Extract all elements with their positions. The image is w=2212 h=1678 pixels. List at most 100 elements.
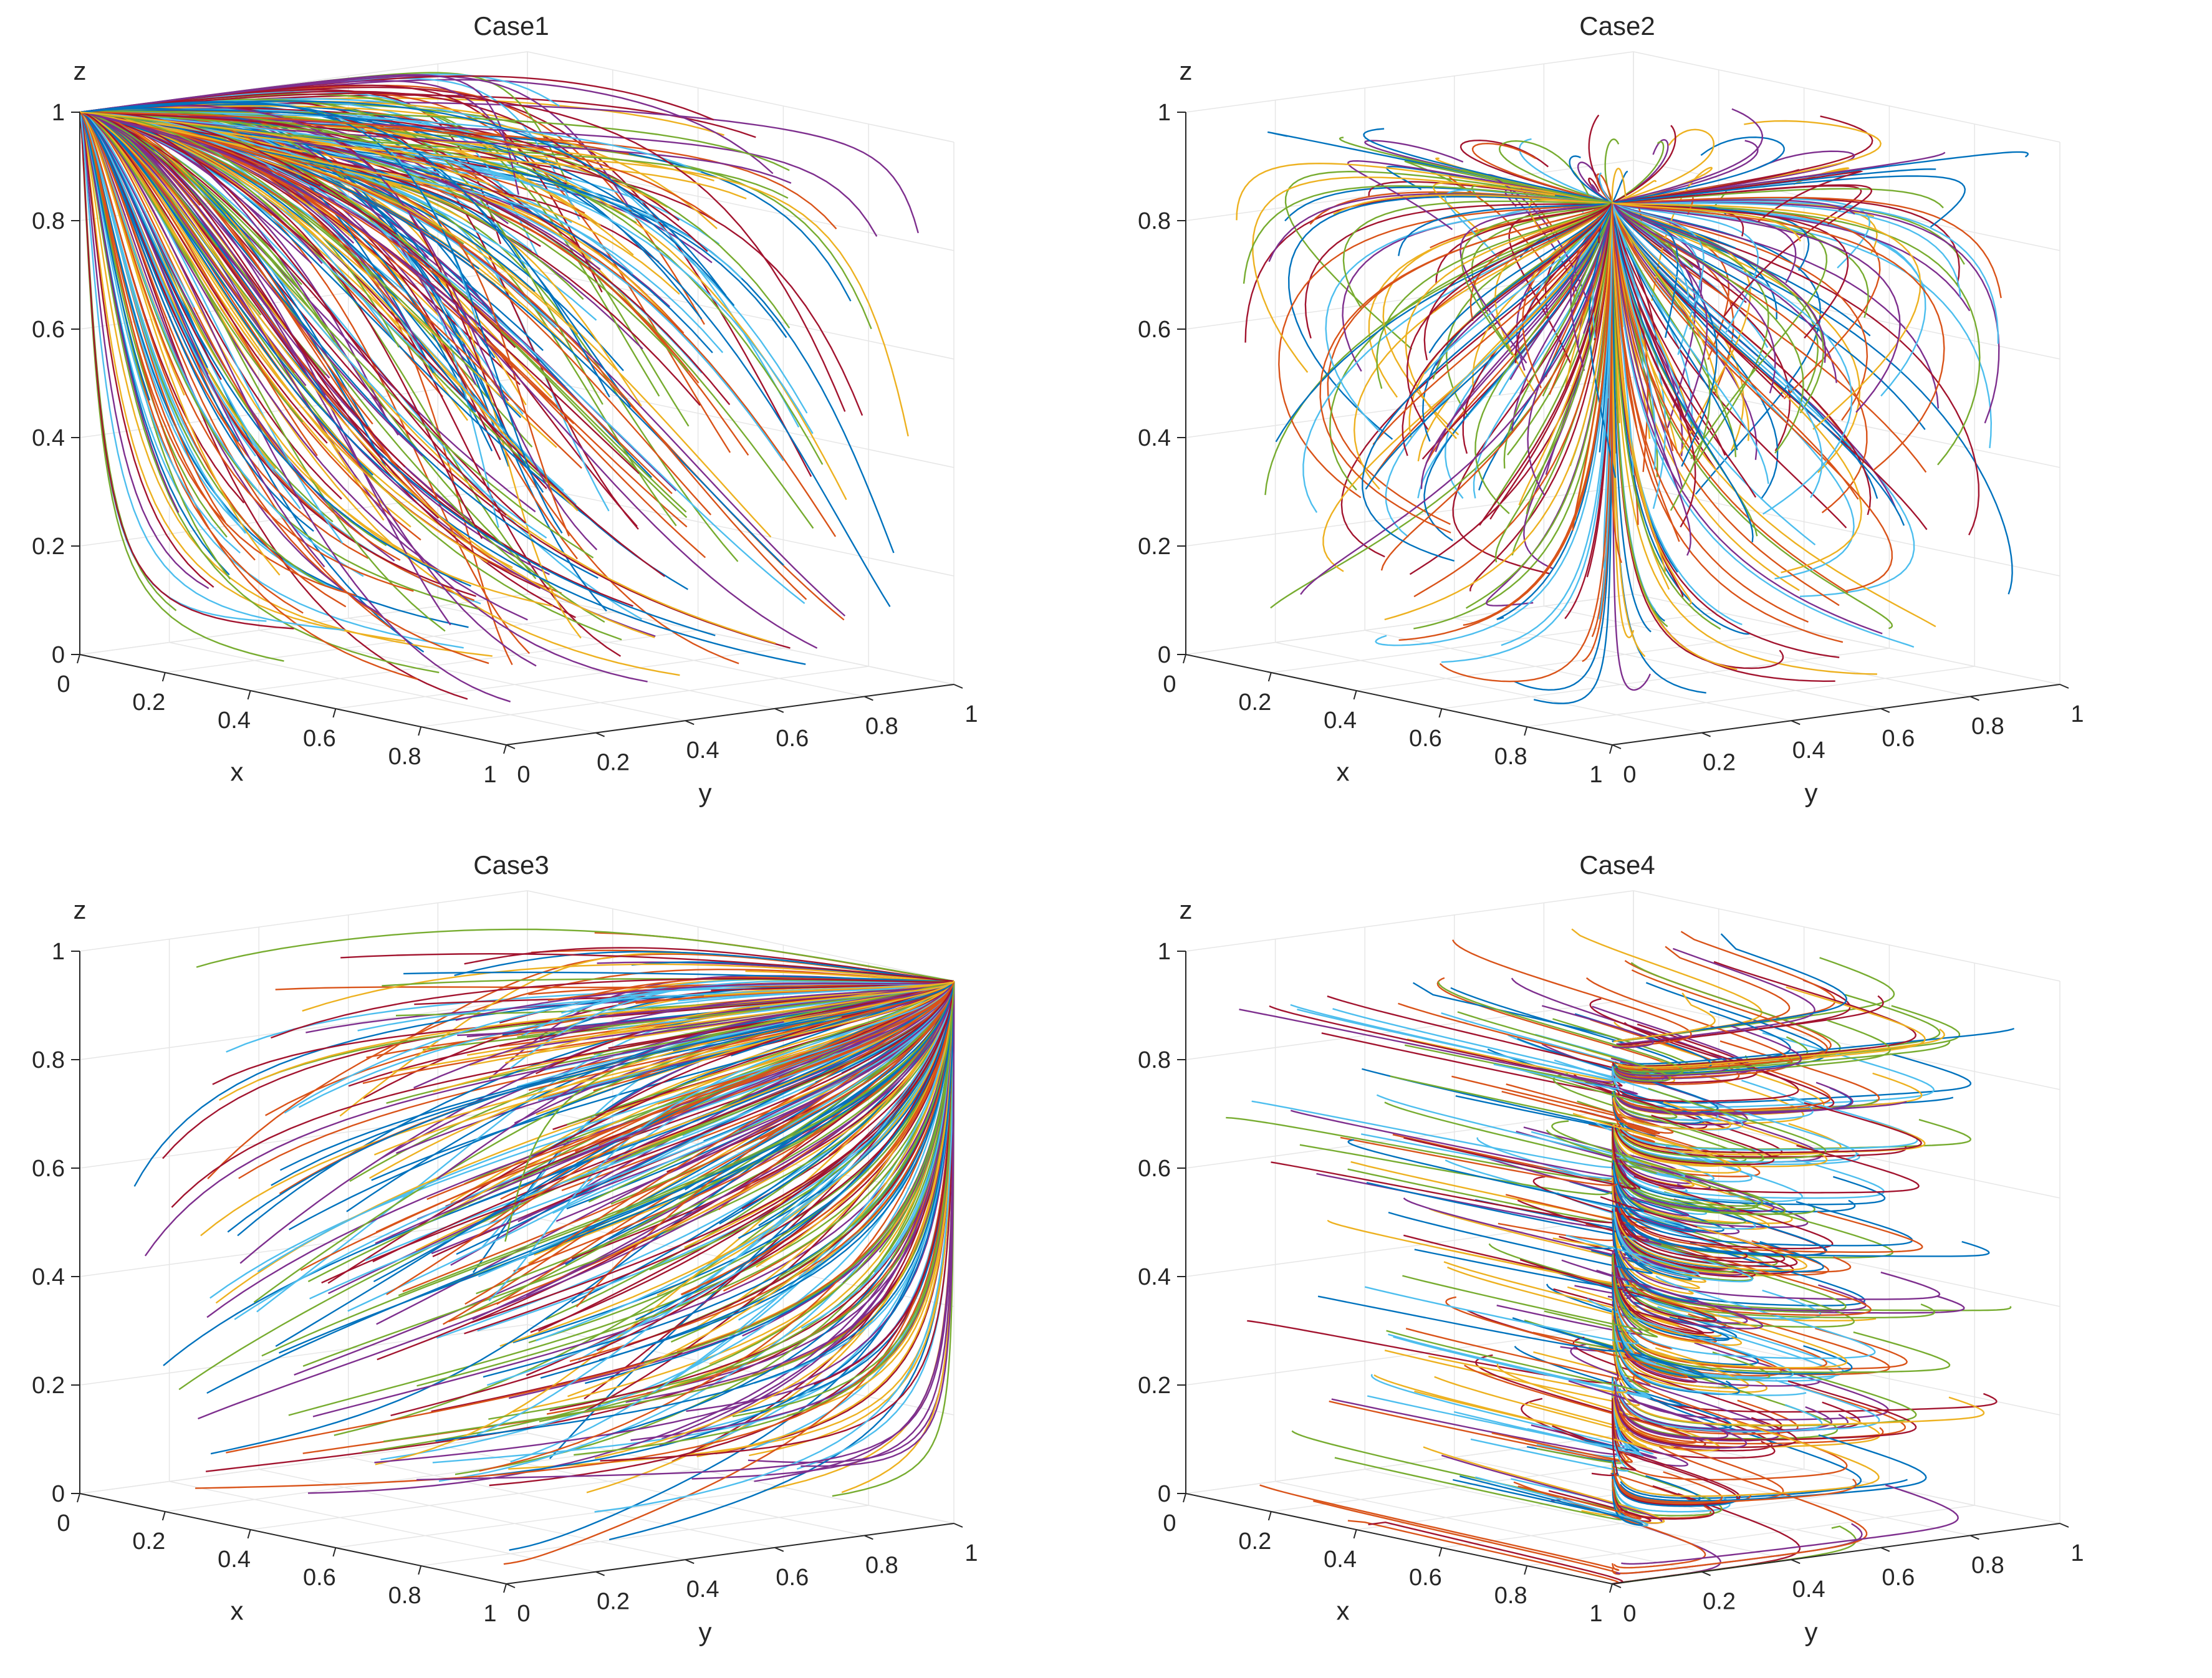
case4-trajectory	[1621, 1214, 1990, 1257]
case2-y-tick-label: 0.2	[1703, 750, 1736, 776]
case4-trajectory	[1615, 1211, 1807, 1271]
case4-trajectory	[1614, 1379, 1823, 1432]
case2-x-axis-label: x	[1337, 757, 1350, 787]
case4-z-tick-label: 0.2	[1138, 1373, 1171, 1399]
case4-trajectory	[1613, 1161, 1786, 1215]
case4-y-tick-label: 0.8	[1971, 1552, 2004, 1578]
case3-x-axis-line	[79, 1493, 507, 1585]
case2-y-axis-label: y	[1805, 779, 1818, 808]
case4-x-tick-label: 1	[1589, 1601, 1602, 1627]
case4-trajectory	[1591, 1401, 1618, 1477]
case4-z-tick-label: 0	[1158, 1481, 1171, 1507]
case1-trajectories	[79, 72, 919, 702]
case2-x-axis-line	[1185, 654, 1613, 746]
case4-trajectory	[1589, 1386, 1748, 1449]
case4-trajectory	[1452, 939, 1692, 1048]
case1-x-tick-label: 0.4	[218, 707, 251, 734]
case4-trajectory	[1517, 1479, 1642, 1520]
case1-axes: 00.20.40.60.81 0 0.2 0.4 0.6 0.8 100.20.40.60.…	[32, 56, 978, 808]
case2-x-tick	[1353, 690, 1357, 700]
case2-y-tick-label: 0.4	[1792, 737, 1825, 764]
case3-grid-line	[335, 1487, 784, 1548]
case4-trajectory	[1620, 1238, 1872, 1316]
case3-grid-line	[527, 1432, 955, 1524]
case4-trajectory	[1438, 981, 1685, 1076]
case2-x-tick-label: 1	[1589, 762, 1602, 788]
case3-grid-line	[79, 1215, 528, 1277]
case1-z-tick-label: 0.6	[32, 317, 65, 343]
case4-trajectory	[1614, 1475, 1857, 1503]
case3-y-tick-label: 0.6	[776, 1565, 809, 1591]
case4-y-tick	[2059, 1523, 2069, 1528]
case4-trajectory	[1600, 1196, 1786, 1263]
case4-trajectory	[1297, 1009, 1623, 1082]
case4-x-tick	[1524, 1565, 1528, 1575]
case3-y-tick	[953, 1523, 963, 1528]
case2-trajectory	[1611, 202, 1868, 514]
case1-grid-line	[79, 593, 528, 655]
case3-x-tick	[77, 1493, 80, 1503]
case4-trajectory	[1618, 1250, 1941, 1300]
case4-trajectory	[1615, 1094, 1907, 1114]
case4-y-tick-label: 1	[2070, 1540, 2084, 1566]
case1-grid-line	[335, 648, 784, 709]
case2-grid-line	[1275, 641, 1702, 734]
case2-y-axis-line	[1612, 684, 2061, 746]
case4-trajectory	[1259, 1484, 1620, 1571]
case4-trajectory	[1619, 1102, 1922, 1154]
case2-z-tick-label: 0.6	[1138, 317, 1171, 343]
case2-z-tick-label: 0.4	[1138, 425, 1171, 451]
case4-x-tick	[1353, 1529, 1357, 1539]
case4-trajectory	[1546, 1129, 1759, 1210]
case2-x-tick-label: 0	[1163, 671, 1176, 698]
case3-grid-line	[79, 1107, 528, 1169]
case1-y-tick	[953, 684, 963, 689]
chart-svg-case2: 00.20.40.60.81 0 0.2 0.4 0.6 0.8 100.20.40.60.…	[1138, 11, 2084, 808]
case4-axes: 00.20.40.60.81 0 0.2 0.4 0.6 0.8 100.20.40.60.…	[1138, 895, 2084, 1647]
case4-trajectory	[1501, 1090, 1659, 1134]
case3-grid-line	[348, 1457, 775, 1548]
case4-y-tick	[1970, 1535, 1979, 1540]
case4-x-tick	[1438, 1547, 1443, 1557]
case3-y-tick-label: 0	[517, 1601, 530, 1627]
case2-x-tick-label: 0.2	[1238, 689, 1271, 716]
case4-trajectory	[1613, 992, 1716, 1042]
case4-x-axis-label: x	[1337, 1596, 1350, 1626]
case3-x-tick-label: 0.4	[218, 1546, 251, 1573]
case4-y-axis-label: y	[1805, 1618, 1818, 1647]
case2-grid-line	[1356, 630, 1804, 691]
case4-trajectory	[1617, 969, 1829, 1071]
case1-y-tick	[685, 720, 695, 726]
case1-x-tick-label: 1	[483, 762, 496, 788]
case4-grid-line	[1633, 999, 2061, 1090]
case4-trajectory	[1618, 1293, 1848, 1369]
case4-grid-line	[1185, 1215, 1634, 1277]
case3-x-axis-label: x	[231, 1596, 244, 1626]
case4-trajectory	[1347, 1520, 1619, 1585]
chart-panel-case3: 0 0.2 0.4 0.6 0.8 1 0 0.2 0.4 0.6 0.8 1 0 0.2 0.4 0.6 0.…	[0, 839, 1106, 1678]
case2-y-tick	[1701, 732, 1711, 737]
case3-grid-line	[169, 1480, 596, 1573]
case3-x-tick	[418, 1565, 422, 1575]
case1-x-axis-line	[79, 654, 507, 746]
case4-grid-line	[1185, 890, 1634, 952]
case1-grid-line	[527, 593, 955, 685]
case4-y-tick	[1701, 1571, 1711, 1576]
case4-trajectory	[1615, 1469, 1908, 1497]
case4-x-tick	[1609, 1583, 1613, 1593]
case4-trajectory	[1459, 1475, 1643, 1526]
case4-trajectory	[1617, 1040, 1951, 1073]
case1-x-tick	[418, 726, 422, 736]
case4-trajectory	[1612, 1465, 1723, 1517]
case2-axes: 00.20.40.60.81 0 0.2 0.4 0.6 0.8 100.20.40.60.…	[1138, 56, 2084, 808]
case4-trajectory	[1496, 1363, 1721, 1452]
case4-trajectory	[1613, 1321, 1749, 1389]
case2-title: Case2	[1579, 11, 1655, 41]
case1-y-tick	[506, 744, 516, 749]
case4-trajectory	[1617, 931, 1836, 1042]
case3-z-tick-label: 0.4	[32, 1264, 65, 1290]
case4-grid-line	[1271, 1450, 1719, 1512]
case1-y-tick-label: 0	[517, 762, 530, 788]
case1-x-tick-label: 0.6	[303, 726, 336, 752]
case4-z-axis-label: z	[1180, 895, 1193, 924]
